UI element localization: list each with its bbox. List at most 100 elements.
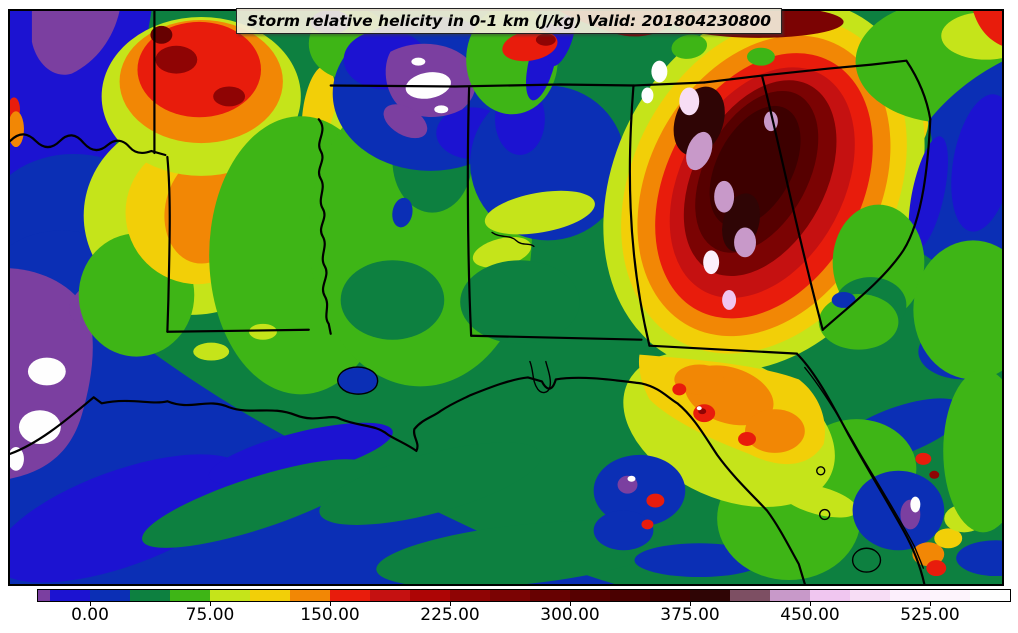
helicity-contour-blob [703,250,720,275]
colorbar-segment [610,590,650,601]
helicity-contour-blob [249,323,277,340]
helicity-contour-blob [671,34,708,59]
colorbar-tick-label: 300.00 [540,605,600,625]
map-title: Storm relative helicity in 0-1 km (J/kg)… [246,12,772,30]
helicity-contour-blob [155,45,198,74]
colorbar-segment [370,590,410,601]
colorbar-segment [290,590,330,601]
helicity-contour-blob [340,260,445,340]
state-borders-and-coastlines [10,11,932,584]
colorbar-segment [170,590,210,601]
helicity-contour-blob [392,197,413,228]
florida-east-coast [795,352,926,584]
northcarolina-border [703,59,932,121]
helicity-contour-blob [926,560,947,577]
georgia-florida-border [648,344,798,355]
helicity-contour-blob [484,190,595,235]
florida-lake-small-1 [816,466,826,476]
colorbar-tick [570,601,571,606]
helicity-contour-blob [973,11,1002,46]
helicity-contour-blob [18,410,61,444]
mobile-bay [529,360,552,394]
helicity-contour-blob [951,94,1002,232]
colorbar-segment [650,590,690,601]
gulf-coastline [10,376,806,584]
helicity-contour-blob [142,459,370,548]
helicity-contour-blob [593,510,654,551]
colorbar-segment [930,590,970,601]
helicity-contour-blob [319,442,542,525]
colorbar-tick-label: 450.00 [780,605,840,625]
helicity-contour-blob [910,496,921,513]
texas-louisiana-border [166,155,171,333]
helicity-contour-blob [10,454,249,583]
colorbar-segment [50,590,90,601]
helicity-contour-blob [852,470,945,551]
helicity-contour-blob [646,493,665,508]
colorbar-segment [210,590,250,601]
helicity-contour-blob [908,136,948,250]
helicity-contour-blob [193,342,230,361]
helicity-contour-blob [460,260,580,344]
helicity-contour-blob [593,454,686,527]
colorbar-segment [250,590,290,601]
colorbar-tick [690,601,691,606]
colorbar-segment [450,590,490,601]
colorbar-tick-label: 375.00 [660,605,720,625]
florida-lake-small-2 [819,508,831,521]
florida-region [593,351,1002,581]
alabama-river [491,231,535,248]
helicity-contour-blob [780,483,858,518]
georgia-southcarolina-border [760,74,824,331]
helicity-contour-blob [943,369,1002,533]
lake-pontchartrain [337,366,379,395]
helicity-map [10,11,1002,584]
colorbar-segment [730,590,770,601]
colorbar-tick [810,601,811,606]
helicity-contour-blob [27,357,66,386]
alabama-region [460,11,690,344]
mississippi-river [317,118,332,335]
colorbar-segment [38,590,50,601]
colorbar-segment [530,590,570,601]
mississippi-alabama-border [466,85,473,337]
colorbar-tick-label: 0.00 [71,605,109,625]
helicity-contour-blob [934,528,963,549]
helicity-contour-blob [818,294,899,350]
helicity-contour-blob [956,540,1002,577]
helicity-contour-blob [535,33,556,46]
helicity-contour-blob [213,86,246,107]
atlantic-and-northeast-corner [818,11,1002,380]
helicity-contour-blob [651,60,668,83]
colorbar-segment [130,590,170,601]
map-frame [8,9,1004,586]
helicity-contour-blob [383,104,428,139]
alabama-florida-border [470,334,643,341]
colorbar-tick-label: 75.00 [185,605,235,625]
helicity-contour-blob [31,11,120,75]
helicity-contour-blob [672,383,687,396]
helicity-contour-blob [627,475,636,482]
colorbar-tick-label: 225.00 [420,605,480,625]
helicity-contour-blob [913,240,1002,380]
helicity-contour-blob [745,409,805,453]
colorbar-segment [690,590,730,601]
colorbar-tick-label: 525.00 [900,605,960,625]
colorbar-tick [930,601,931,606]
colorbar-segment [570,590,610,601]
colorbar-segment [850,590,890,601]
helicity-contour-blob [929,470,940,479]
colorbar-bar [37,589,1011,602]
lake-okeechobee [851,547,882,573]
tennessee-border [329,81,706,88]
colorbar-segment [770,590,810,601]
helicity-contour-blob [679,87,700,116]
colorbar-segment [410,590,450,601]
colorbar-segment [90,590,130,601]
helicity-contour-blob [641,87,654,104]
helicity-contour-blob [208,422,393,486]
helicity-contour-blob [641,519,654,530]
helicity-contour-blob [734,227,756,258]
helicity-contour-blob [738,432,756,446]
southeast-atlantic-coast [821,118,932,331]
